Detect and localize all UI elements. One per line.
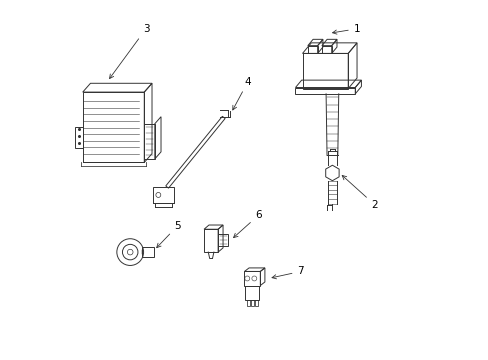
Bar (255, 300, 258, 306)
Bar (246, 300, 249, 306)
Bar (144, 124, 155, 159)
Bar (295, 87, 355, 94)
Bar (203, 229, 218, 252)
Text: 2: 2 (342, 175, 377, 210)
Bar (244, 271, 260, 285)
Text: 5: 5 (156, 221, 181, 248)
Text: 3: 3 (109, 24, 149, 78)
Text: 1: 1 (332, 24, 360, 34)
Bar (245, 285, 259, 300)
Bar (82, 92, 144, 162)
Bar (250, 300, 253, 306)
Text: 4: 4 (232, 77, 251, 110)
Bar (218, 234, 227, 246)
Text: 7: 7 (271, 266, 304, 279)
Bar (307, 46, 317, 53)
Bar (75, 127, 82, 148)
Bar (321, 46, 331, 53)
Bar (153, 187, 174, 203)
Text: 6: 6 (233, 210, 262, 238)
Bar (142, 247, 154, 257)
